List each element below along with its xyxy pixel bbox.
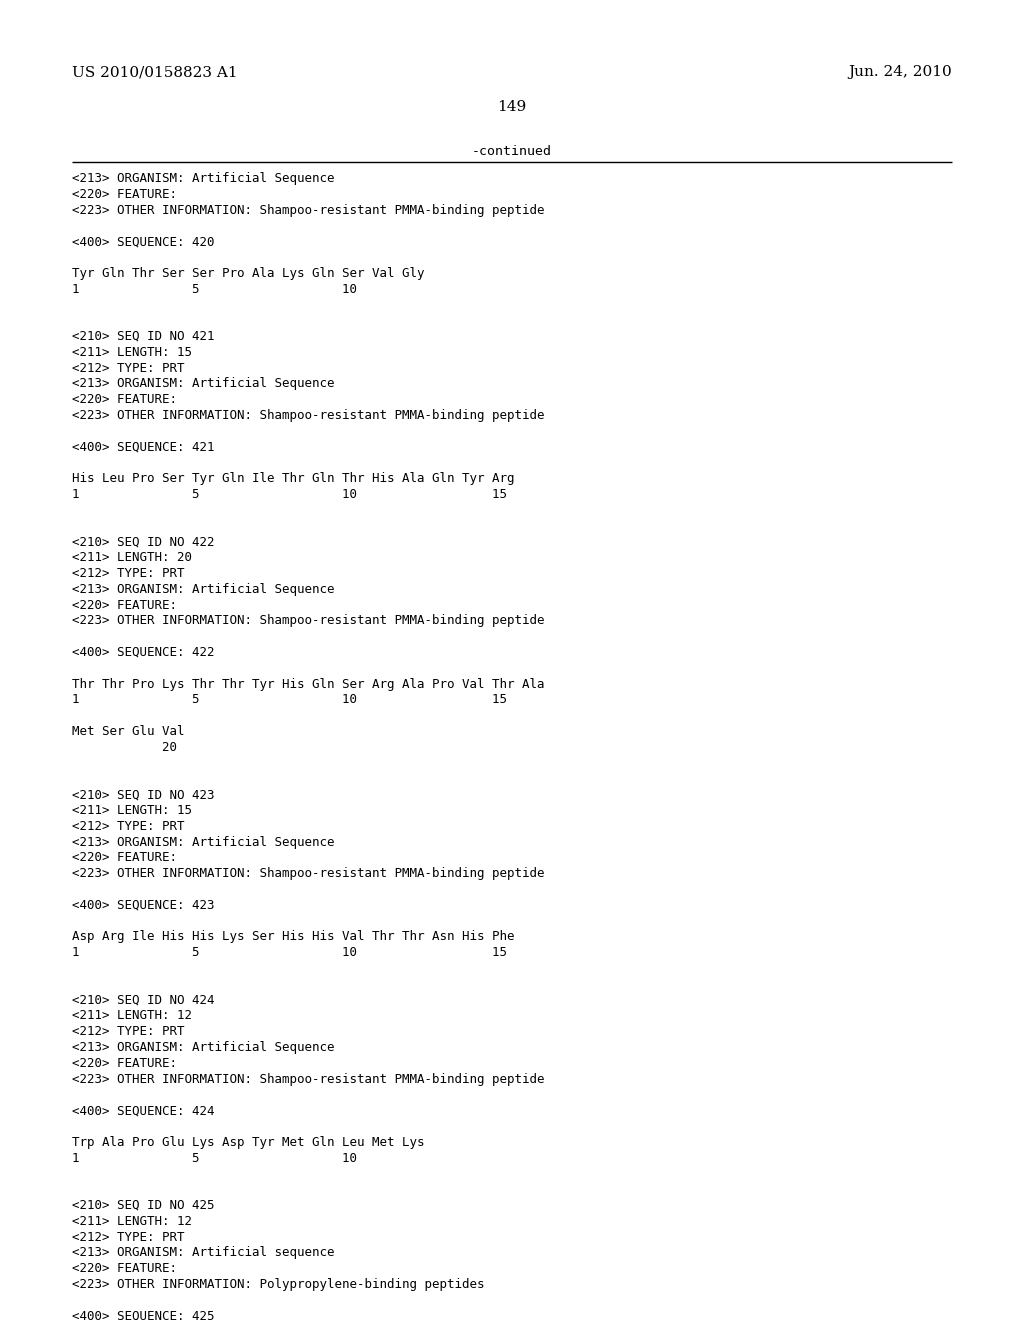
Text: -continued: -continued bbox=[472, 145, 552, 158]
Text: <223> OTHER INFORMATION: Shampoo-resistant PMMA-binding peptide: <223> OTHER INFORMATION: Shampoo-resista… bbox=[72, 614, 545, 627]
Text: <213> ORGANISM: Artificial Sequence: <213> ORGANISM: Artificial Sequence bbox=[72, 378, 335, 391]
Text: <220> FEATURE:: <220> FEATURE: bbox=[72, 851, 177, 865]
Text: 1               5                   10                  15: 1 5 10 15 bbox=[72, 946, 507, 960]
Text: <211> LENGTH: 20: <211> LENGTH: 20 bbox=[72, 552, 193, 564]
Text: <223> OTHER INFORMATION: Shampoo-resistant PMMA-binding peptide: <223> OTHER INFORMATION: Shampoo-resista… bbox=[72, 867, 545, 880]
Text: 1               5                   10: 1 5 10 bbox=[72, 282, 357, 296]
Text: <220> FEATURE:: <220> FEATURE: bbox=[72, 598, 177, 611]
Text: <400> SEQUENCE: 422: <400> SEQUENCE: 422 bbox=[72, 645, 214, 659]
Text: <400> SEQUENCE: 420: <400> SEQUENCE: 420 bbox=[72, 235, 214, 248]
Text: <223> OTHER INFORMATION: Shampoo-resistant PMMA-binding peptide: <223> OTHER INFORMATION: Shampoo-resista… bbox=[72, 203, 545, 216]
Text: <212> TYPE: PRT: <212> TYPE: PRT bbox=[72, 568, 184, 579]
Text: <212> TYPE: PRT: <212> TYPE: PRT bbox=[72, 1026, 184, 1039]
Text: <213> ORGANISM: Artificial Sequence: <213> ORGANISM: Artificial Sequence bbox=[72, 1041, 335, 1053]
Text: <213> ORGANISM: Artificial sequence: <213> ORGANISM: Artificial sequence bbox=[72, 1246, 335, 1259]
Text: <212> TYPE: PRT: <212> TYPE: PRT bbox=[72, 362, 184, 375]
Text: <400> SEQUENCE: 424: <400> SEQUENCE: 424 bbox=[72, 1105, 214, 1117]
Text: <211> LENGTH: 15: <211> LENGTH: 15 bbox=[72, 346, 193, 359]
Text: Tyr Gln Thr Ser Ser Pro Ala Lys Gln Ser Val Gly: Tyr Gln Thr Ser Ser Pro Ala Lys Gln Ser … bbox=[72, 267, 425, 280]
Text: <212> TYPE: PRT: <212> TYPE: PRT bbox=[72, 1230, 184, 1243]
Text: <223> OTHER INFORMATION: Polypropylene-binding peptides: <223> OTHER INFORMATION: Polypropylene-b… bbox=[72, 1278, 484, 1291]
Text: <212> TYPE: PRT: <212> TYPE: PRT bbox=[72, 820, 184, 833]
Text: <210> SEQ ID NO 421: <210> SEQ ID NO 421 bbox=[72, 330, 214, 343]
Text: <210> SEQ ID NO 425: <210> SEQ ID NO 425 bbox=[72, 1199, 214, 1212]
Text: 1               5                   10: 1 5 10 bbox=[72, 1151, 357, 1164]
Text: <220> FEATURE:: <220> FEATURE: bbox=[72, 187, 177, 201]
Text: Met Ser Glu Val: Met Ser Glu Val bbox=[72, 725, 184, 738]
Text: 149: 149 bbox=[498, 100, 526, 114]
Text: <211> LENGTH: 12: <211> LENGTH: 12 bbox=[72, 1010, 193, 1023]
Text: US 2010/0158823 A1: US 2010/0158823 A1 bbox=[72, 65, 238, 79]
Text: <211> LENGTH: 15: <211> LENGTH: 15 bbox=[72, 804, 193, 817]
Text: <211> LENGTH: 12: <211> LENGTH: 12 bbox=[72, 1214, 193, 1228]
Text: <220> FEATURE:: <220> FEATURE: bbox=[72, 1057, 177, 1069]
Text: <223> OTHER INFORMATION: Shampoo-resistant PMMA-binding peptide: <223> OTHER INFORMATION: Shampoo-resista… bbox=[72, 409, 545, 422]
Text: Jun. 24, 2010: Jun. 24, 2010 bbox=[849, 65, 952, 79]
Text: <213> ORGANISM: Artificial Sequence: <213> ORGANISM: Artificial Sequence bbox=[72, 583, 335, 595]
Text: Thr Thr Pro Lys Thr Thr Tyr His Gln Ser Arg Ala Pro Val Thr Ala: Thr Thr Pro Lys Thr Thr Tyr His Gln Ser … bbox=[72, 677, 545, 690]
Text: <400> SEQUENCE: 421: <400> SEQUENCE: 421 bbox=[72, 441, 214, 454]
Text: <220> FEATURE:: <220> FEATURE: bbox=[72, 1262, 177, 1275]
Text: His Leu Pro Ser Tyr Gln Ile Thr Gln Thr His Ala Gln Tyr Arg: His Leu Pro Ser Tyr Gln Ile Thr Gln Thr … bbox=[72, 473, 514, 486]
Text: <213> ORGANISM: Artificial Sequence: <213> ORGANISM: Artificial Sequence bbox=[72, 172, 335, 185]
Text: <400> SEQUENCE: 425: <400> SEQUENCE: 425 bbox=[72, 1309, 214, 1320]
Text: <220> FEATURE:: <220> FEATURE: bbox=[72, 393, 177, 407]
Text: <210> SEQ ID NO 422: <210> SEQ ID NO 422 bbox=[72, 536, 214, 548]
Text: <400> SEQUENCE: 423: <400> SEQUENCE: 423 bbox=[72, 899, 214, 912]
Text: <210> SEQ ID NO 424: <210> SEQ ID NO 424 bbox=[72, 994, 214, 1007]
Text: Asp Arg Ile His His Lys Ser His His Val Thr Thr Asn His Phe: Asp Arg Ile His His Lys Ser His His Val … bbox=[72, 931, 514, 944]
Text: 1               5                   10                  15: 1 5 10 15 bbox=[72, 693, 507, 706]
Text: Trp Ala Pro Glu Lys Asp Tyr Met Gln Leu Met Lys: Trp Ala Pro Glu Lys Asp Tyr Met Gln Leu … bbox=[72, 1135, 425, 1148]
Text: <223> OTHER INFORMATION: Shampoo-resistant PMMA-binding peptide: <223> OTHER INFORMATION: Shampoo-resista… bbox=[72, 1073, 545, 1085]
Text: 1               5                   10                  15: 1 5 10 15 bbox=[72, 488, 507, 502]
Text: 20: 20 bbox=[72, 741, 177, 754]
Text: <213> ORGANISM: Artificial Sequence: <213> ORGANISM: Artificial Sequence bbox=[72, 836, 335, 849]
Text: <210> SEQ ID NO 423: <210> SEQ ID NO 423 bbox=[72, 788, 214, 801]
